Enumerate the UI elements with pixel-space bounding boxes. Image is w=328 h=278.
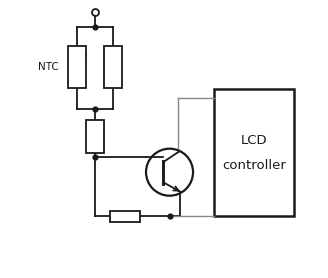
Bar (68, 46, 86, 88)
Bar (104, 46, 122, 88)
Text: NTC: NTC (38, 62, 59, 72)
Bar (214, 89, 294, 217)
Text: controller: controller (222, 159, 286, 172)
Text: LCD: LCD (240, 134, 267, 147)
Bar (86, 120, 104, 153)
Bar (110, 211, 140, 222)
